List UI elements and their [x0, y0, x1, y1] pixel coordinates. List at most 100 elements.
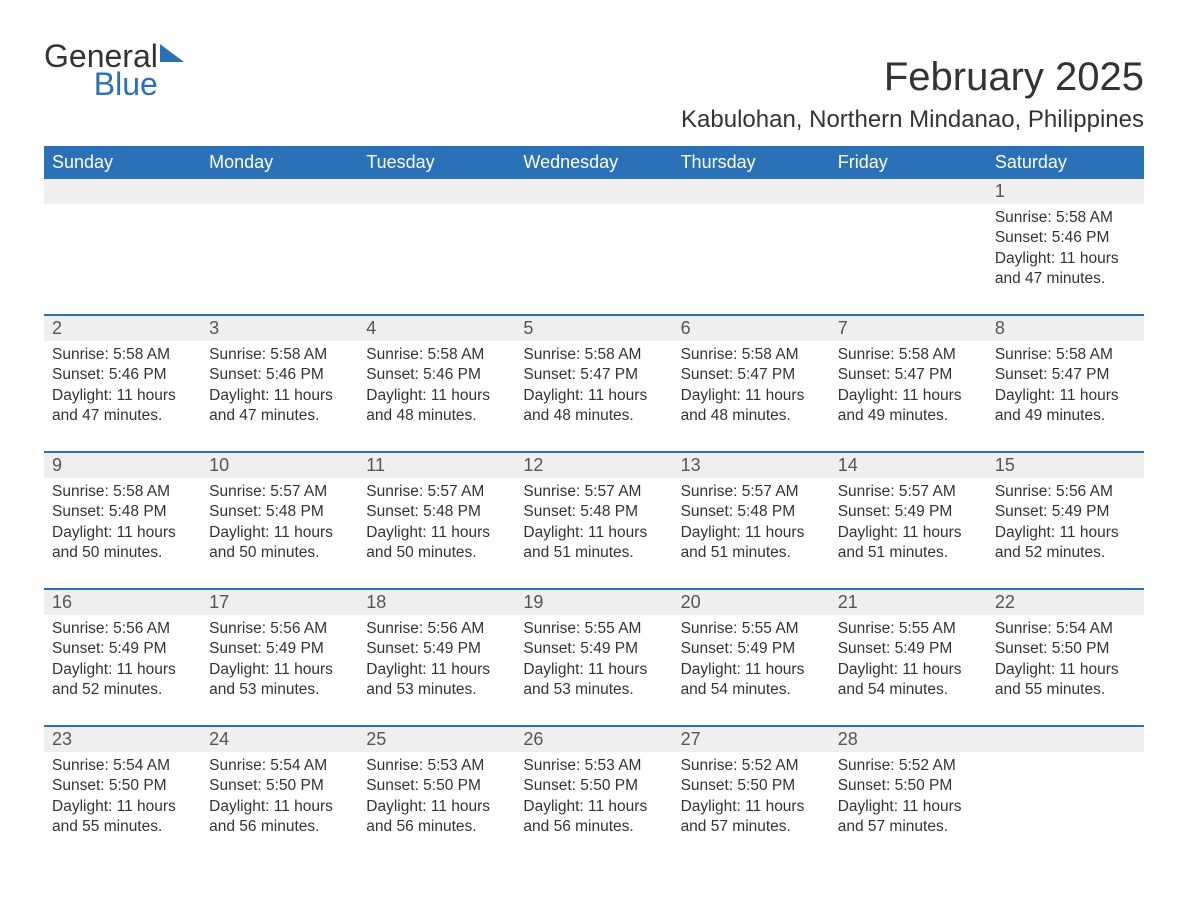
- sunset-line: Sunset: 5:48 PM: [209, 502, 350, 522]
- day-cell: [673, 204, 830, 314]
- weekday-header: Friday: [830, 146, 987, 179]
- daylight-line: Daylight: 11 hours and 49 minutes.: [995, 386, 1136, 427]
- sunset-line: Sunset: 5:48 PM: [523, 502, 664, 522]
- sunset-line: Sunset: 5:49 PM: [681, 639, 822, 659]
- day-cell: Sunrise: 5:58 AMSunset: 5:47 PMDaylight:…: [673, 341, 830, 451]
- daylight-line: Daylight: 11 hours and 56 minutes.: [523, 797, 664, 838]
- daylight-line: Daylight: 11 hours and 47 minutes.: [209, 386, 350, 427]
- day-cell: Sunrise: 5:58 AMSunset: 5:47 PMDaylight:…: [515, 341, 672, 451]
- day-cell: Sunrise: 5:55 AMSunset: 5:49 PMDaylight:…: [673, 615, 830, 725]
- day-number: 25: [358, 727, 515, 752]
- day-cell: [358, 204, 515, 314]
- day-cell: [830, 204, 987, 314]
- day-number: 27: [673, 727, 830, 752]
- day-cell: Sunrise: 5:55 AMSunset: 5:49 PMDaylight:…: [515, 615, 672, 725]
- day-number: 24: [201, 727, 358, 752]
- sunrise-line: Sunrise: 5:57 AM: [209, 482, 350, 502]
- day-number: 15: [987, 453, 1144, 478]
- daylight-line: Daylight: 11 hours and 52 minutes.: [52, 660, 193, 701]
- sunset-line: Sunset: 5:50 PM: [366, 776, 507, 796]
- day-number: 28: [830, 727, 987, 752]
- day-cell: Sunrise: 5:54 AMSunset: 5:50 PMDaylight:…: [201, 752, 358, 862]
- sunset-line: Sunset: 5:49 PM: [838, 639, 979, 659]
- sunrise-line: Sunrise: 5:58 AM: [523, 345, 664, 365]
- day-number: 20: [673, 590, 830, 615]
- sunset-line: Sunset: 5:48 PM: [366, 502, 507, 522]
- day-number: 3: [201, 316, 358, 341]
- sunrise-line: Sunrise: 5:53 AM: [366, 756, 507, 776]
- sunset-line: Sunset: 5:49 PM: [366, 639, 507, 659]
- sunset-line: Sunset: 5:48 PM: [52, 502, 193, 522]
- daylight-line: Daylight: 11 hours and 51 minutes.: [681, 523, 822, 564]
- sunset-line: Sunset: 5:49 PM: [52, 639, 193, 659]
- daylight-line: Daylight: 11 hours and 57 minutes.: [838, 797, 979, 838]
- sunrise-line: Sunrise: 5:58 AM: [209, 345, 350, 365]
- day-number: 21: [830, 590, 987, 615]
- day-cell: Sunrise: 5:57 AMSunset: 5:48 PMDaylight:…: [515, 478, 672, 588]
- day-cell: Sunrise: 5:56 AMSunset: 5:49 PMDaylight:…: [358, 615, 515, 725]
- day-number: 13: [673, 453, 830, 478]
- sunset-line: Sunset: 5:50 PM: [838, 776, 979, 796]
- calendar-week: 232425262728Sunrise: 5:54 AMSunset: 5:50…: [44, 725, 1144, 862]
- daylight-line: Daylight: 11 hours and 55 minutes.: [995, 660, 1136, 701]
- sunrise-line: Sunrise: 5:56 AM: [366, 619, 507, 639]
- daylight-line: Daylight: 11 hours and 50 minutes.: [52, 523, 193, 564]
- day-number: 18: [358, 590, 515, 615]
- calendar-week: 16171819202122Sunrise: 5:56 AMSunset: 5:…: [44, 588, 1144, 725]
- sunset-line: Sunset: 5:50 PM: [209, 776, 350, 796]
- daylight-line: Daylight: 11 hours and 51 minutes.: [838, 523, 979, 564]
- day-number: 22: [987, 590, 1144, 615]
- sunrise-line: Sunrise: 5:52 AM: [838, 756, 979, 776]
- sunrise-line: Sunrise: 5:57 AM: [523, 482, 664, 502]
- daylight-line: Daylight: 11 hours and 53 minutes.: [209, 660, 350, 701]
- sunrise-line: Sunrise: 5:57 AM: [838, 482, 979, 502]
- day-number-row: 9101112131415: [44, 453, 1144, 478]
- day-cell: Sunrise: 5:56 AMSunset: 5:49 PMDaylight:…: [201, 615, 358, 725]
- daylight-line: Daylight: 11 hours and 47 minutes.: [52, 386, 193, 427]
- day-number: [515, 179, 672, 204]
- day-number-row: 2345678: [44, 316, 1144, 341]
- header: General Blue February 2025: [44, 40, 1144, 100]
- day-number: 10: [201, 453, 358, 478]
- sunrise-line: Sunrise: 5:54 AM: [209, 756, 350, 776]
- sunset-line: Sunset: 5:47 PM: [838, 365, 979, 385]
- sunset-line: Sunset: 5:50 PM: [681, 776, 822, 796]
- weekday-header: Monday: [201, 146, 358, 179]
- sunrise-line: Sunrise: 5:57 AM: [366, 482, 507, 502]
- day-cell: Sunrise: 5:58 AMSunset: 5:46 PMDaylight:…: [358, 341, 515, 451]
- daylight-line: Daylight: 11 hours and 53 minutes.: [366, 660, 507, 701]
- day-number: [673, 179, 830, 204]
- day-cell: [515, 204, 672, 314]
- day-cell: Sunrise: 5:53 AMSunset: 5:50 PMDaylight:…: [358, 752, 515, 862]
- day-number: 23: [44, 727, 201, 752]
- daylight-line: Daylight: 11 hours and 55 minutes.: [52, 797, 193, 838]
- weekday-header: Thursday: [673, 146, 830, 179]
- day-cell: Sunrise: 5:58 AMSunset: 5:46 PMDaylight:…: [987, 204, 1144, 314]
- location-subtitle: Kabulohan, Northern Mindanao, Philippine…: [44, 106, 1144, 134]
- day-number: 16: [44, 590, 201, 615]
- daylight-line: Daylight: 11 hours and 47 minutes.: [995, 249, 1136, 290]
- sunrise-line: Sunrise: 5:57 AM: [681, 482, 822, 502]
- day-cell: Sunrise: 5:58 AMSunset: 5:48 PMDaylight:…: [44, 478, 201, 588]
- day-number: [987, 727, 1144, 752]
- day-cell: [44, 204, 201, 314]
- daylight-line: Daylight: 11 hours and 52 minutes.: [995, 523, 1136, 564]
- day-number-row: 1: [44, 179, 1144, 204]
- sunrise-line: Sunrise: 5:56 AM: [52, 619, 193, 639]
- weekday-header: Wednesday: [515, 146, 672, 179]
- daylight-line: Daylight: 11 hours and 48 minutes.: [366, 386, 507, 427]
- day-number: 14: [830, 453, 987, 478]
- sunset-line: Sunset: 5:47 PM: [681, 365, 822, 385]
- daylight-line: Daylight: 11 hours and 50 minutes.: [366, 523, 507, 564]
- day-number: [830, 179, 987, 204]
- sunset-line: Sunset: 5:46 PM: [209, 365, 350, 385]
- day-cell: Sunrise: 5:57 AMSunset: 5:48 PMDaylight:…: [358, 478, 515, 588]
- day-number: 11: [358, 453, 515, 478]
- day-number: 8: [987, 316, 1144, 341]
- weekday-header: Tuesday: [358, 146, 515, 179]
- calendar-week: 2345678Sunrise: 5:58 AMSunset: 5:46 PMDa…: [44, 314, 1144, 451]
- day-number: 4: [358, 316, 515, 341]
- sunrise-line: Sunrise: 5:58 AM: [52, 482, 193, 502]
- sunset-line: Sunset: 5:49 PM: [523, 639, 664, 659]
- daylight-line: Daylight: 11 hours and 54 minutes.: [838, 660, 979, 701]
